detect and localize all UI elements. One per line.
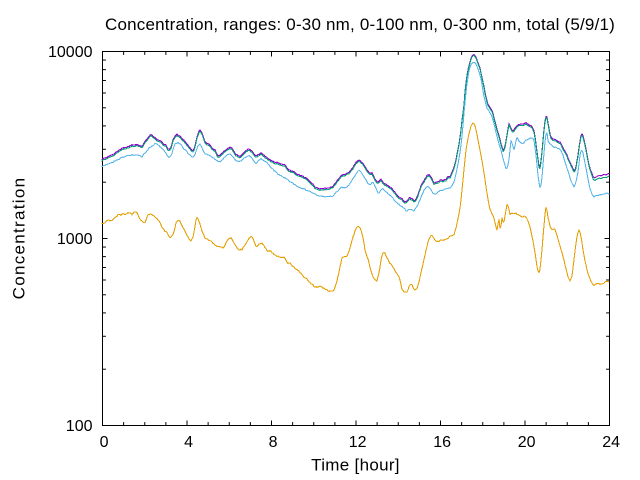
svg-text:Concentration: Concentration (10, 177, 29, 300)
svg-text:100: 100 (66, 418, 93, 435)
svg-text:Concentration, ranges: 0-30 nm: Concentration, ranges: 0-30 nm, 0-100 nm… (105, 15, 615, 34)
svg-text:1000: 1000 (57, 231, 93, 248)
svg-text:4: 4 (184, 434, 193, 451)
svg-text:0: 0 (100, 434, 109, 451)
svg-text:Time [hour]: Time [hour] (311, 456, 400, 475)
svg-text:20: 20 (518, 434, 536, 451)
svg-text:24: 24 (602, 434, 620, 451)
svg-text:12: 12 (349, 434, 367, 451)
svg-text:8: 8 (269, 434, 278, 451)
svg-text:16: 16 (433, 434, 451, 451)
svg-text:10000: 10000 (48, 44, 93, 61)
